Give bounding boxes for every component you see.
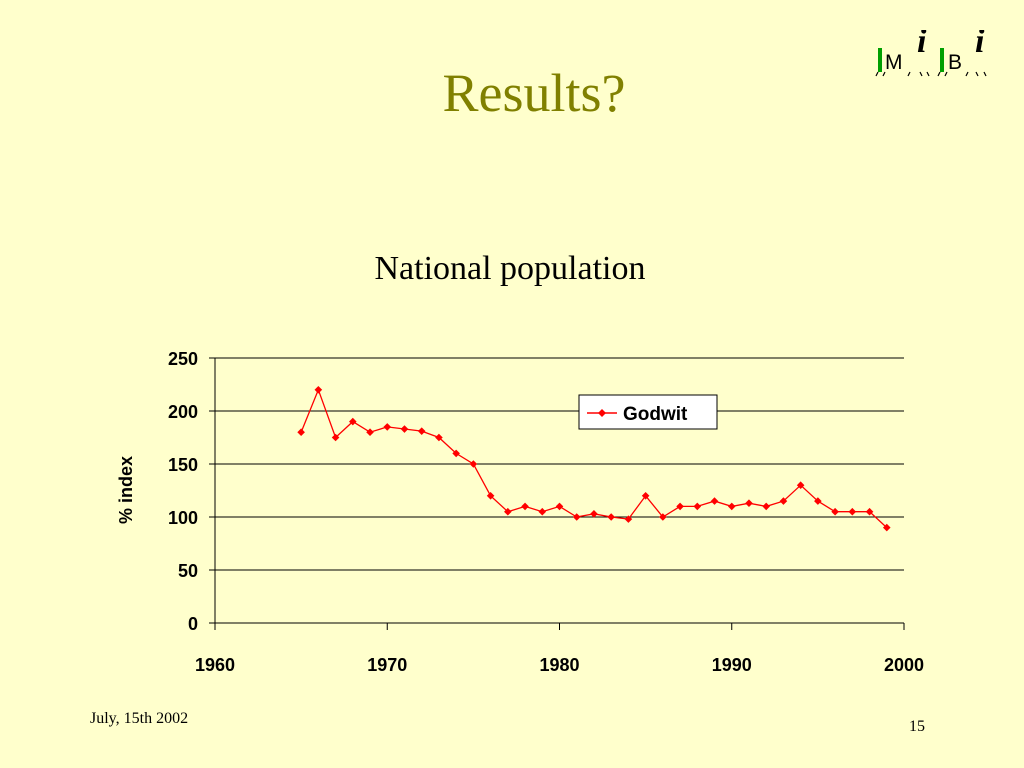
data-point [572,513,581,521]
data-point [538,507,547,516]
logo-group-1: M i [875,30,930,77]
data-point [349,417,357,426]
y-axis-label: % index [116,456,136,524]
y-tick-label: 200 [168,402,198,422]
data-point [762,502,770,511]
x-tick-label: 1990 [712,655,752,675]
y-tick-label: 250 [168,349,198,369]
data-point [710,497,719,505]
data-point [331,433,340,442]
data-point [831,507,839,516]
legend: Godwit [578,394,718,430]
data-point [693,502,702,511]
data-point [624,515,633,523]
data-point [486,492,495,500]
data-point [796,481,805,489]
data-point [417,427,426,435]
data-point [659,513,667,521]
data-point [641,492,650,500]
footer-date: July, 15th 2002 [90,710,189,727]
data-point [865,507,874,516]
y-tick-label: 100 [168,508,198,528]
data-point [521,502,529,511]
data-point [383,423,392,431]
x-tick-labels: 1960 1970 1980 1990 2000 [195,655,924,675]
slide-number: 15 [909,718,925,735]
data-point [882,523,891,532]
logo-group-2: B i [937,30,987,77]
data-point [590,510,598,518]
logo-accent-letter: i [975,30,985,60]
y-tick-label: 50 [178,561,198,581]
y-tick-label: 150 [168,455,198,475]
data-point [779,497,788,505]
data-point [607,513,615,521]
data-point [469,460,478,468]
data-point [676,502,684,511]
logo-letter-m: M [885,51,903,74]
logo-bar [940,48,944,72]
slide-title: Results? [442,63,626,123]
data-point [727,502,736,511]
data-point [435,433,443,442]
data-point [297,428,305,436]
series-layer [297,386,891,532]
legend-label: Godwit [623,404,688,425]
y-tick-labels: 0 50 100 150 200 250 [168,349,198,634]
data-point [366,428,374,436]
data-point [452,449,460,458]
data-point [848,507,857,516]
logo-letter-b: B [948,51,962,74]
mib-logo: M i B i [875,30,987,77]
logo-accent-letter: i [917,30,927,60]
data-point [400,425,409,433]
y-tick-label: 0 [188,614,198,634]
data-point [504,507,512,516]
grid-lines [215,357,904,571]
logo-ticks [937,71,987,77]
legend-marker [598,409,606,417]
x-tick-label: 1960 [195,655,235,675]
x-tick-label: 2000 [884,655,924,675]
x-tick-label: 1970 [367,655,407,675]
data-point [314,386,323,394]
data-point [555,502,564,511]
data-point [745,499,753,508]
logo-ticks [875,71,930,77]
axes [209,357,905,630]
logo-bar [878,48,882,72]
x-tick-label: 1980 [539,655,579,675]
chart-title: National population [374,250,646,287]
chart: 0 50 100 150 200 250 1960 1970 1980 1990 2000 % i… [116,349,924,675]
data-point [814,497,822,505]
